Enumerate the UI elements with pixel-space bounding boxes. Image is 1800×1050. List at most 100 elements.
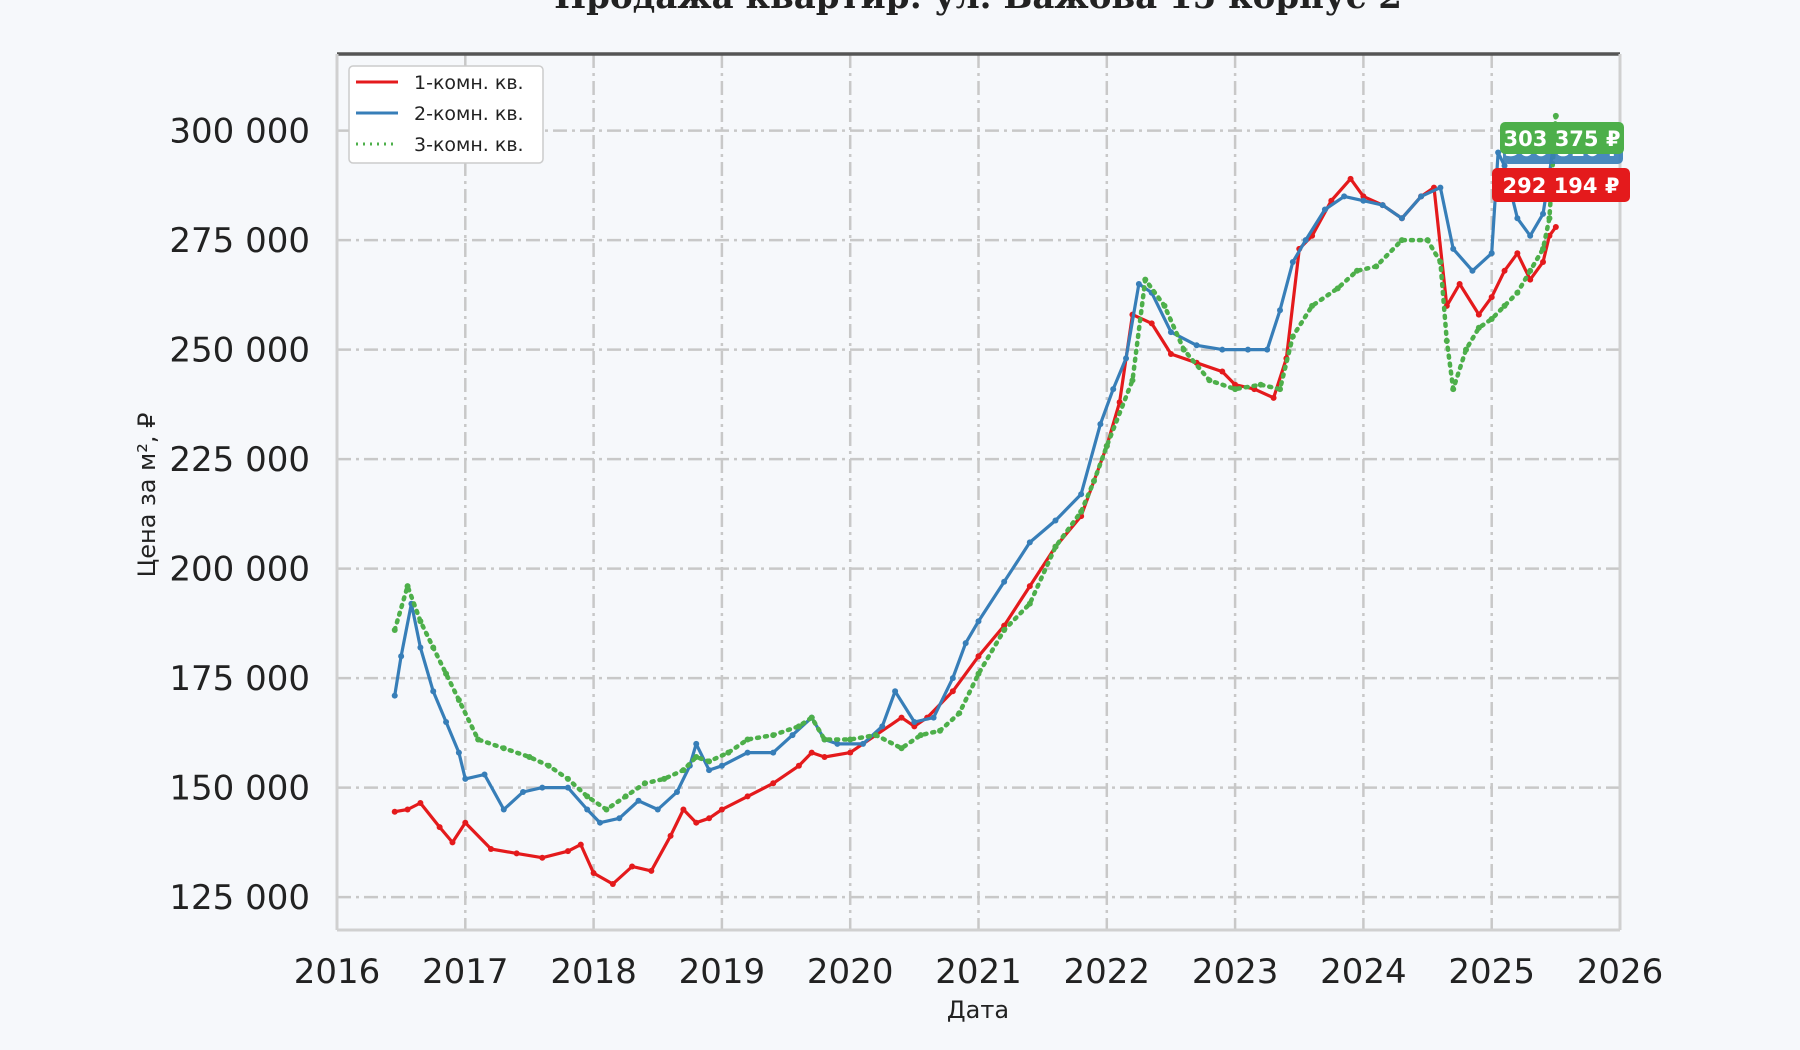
data-point	[609, 881, 616, 888]
data-point	[1052, 543, 1059, 550]
data-point	[892, 688, 899, 695]
data-point	[661, 775, 668, 782]
x-tick-label: 2020	[807, 952, 894, 992]
data-point	[1180, 346, 1187, 353]
data-point	[1026, 600, 1033, 607]
x-tick-label: 2021	[935, 952, 1022, 992]
x-axis-label: Дата	[947, 996, 1009, 1024]
data-point	[917, 732, 924, 739]
data-point	[1443, 337, 1450, 344]
data-point	[1514, 215, 1521, 222]
data-point	[513, 850, 520, 857]
data-point	[398, 653, 405, 660]
data-point	[597, 819, 604, 826]
data-point	[391, 692, 398, 699]
data-point	[956, 710, 963, 717]
data-point	[1161, 302, 1168, 309]
data-point	[930, 714, 937, 721]
data-point	[706, 767, 713, 774]
data-point	[821, 736, 828, 743]
data-point	[949, 688, 956, 695]
data-point	[1232, 386, 1239, 393]
last-value-tag: 292 194 ₽	[1492, 168, 1630, 202]
data-point	[1488, 315, 1495, 322]
last-value-tag-bg	[1492, 168, 1630, 202]
data-point	[1142, 276, 1149, 283]
y-tick-label: 175 000	[169, 659, 310, 699]
data-point	[937, 727, 944, 734]
data-point	[1309, 302, 1316, 309]
data-point	[718, 806, 725, 813]
data-point	[847, 749, 854, 756]
data-point	[443, 670, 450, 677]
data-point	[1123, 355, 1130, 362]
x-tick-label: 2025	[1448, 952, 1535, 992]
data-point	[1001, 626, 1008, 633]
data-point	[526, 753, 533, 760]
data-point	[872, 732, 879, 739]
y-tick-label: 200 000	[169, 550, 310, 590]
data-point	[1321, 206, 1328, 213]
data-point	[1488, 250, 1495, 257]
data-point	[789, 732, 796, 739]
y-tick-label: 225 000	[169, 440, 310, 480]
data-point	[1052, 517, 1059, 524]
y-tick-label: 300 000	[169, 112, 310, 152]
data-point	[795, 762, 802, 769]
data-point	[1167, 329, 1174, 336]
data-point	[481, 771, 488, 778]
data-point	[1001, 578, 1008, 585]
data-point	[1167, 351, 1174, 358]
data-point	[1078, 491, 1085, 498]
data-point	[1527, 276, 1534, 283]
data-point	[1289, 333, 1296, 340]
x-tick-label: 2017	[422, 952, 509, 992]
data-point	[1360, 197, 1367, 204]
data-point	[1488, 294, 1495, 301]
data-point	[1501, 302, 1508, 309]
x-tick-label: 2018	[550, 952, 637, 992]
y-tick-label: 125 000	[169, 878, 310, 918]
data-point	[443, 718, 450, 725]
data-point	[911, 723, 918, 730]
data-point	[1219, 368, 1226, 375]
data-point	[1257, 381, 1264, 388]
data-point	[898, 714, 905, 721]
data-point	[1341, 193, 1348, 200]
legend-entry-2room: 2-комн. кв.	[356, 103, 524, 125]
data-point	[391, 626, 398, 633]
legend-box	[348, 65, 544, 164]
data-point	[1527, 267, 1534, 274]
data-point	[1270, 394, 1277, 401]
data-point	[1501, 162, 1508, 169]
data-point	[436, 824, 443, 831]
data-point	[770, 749, 777, 756]
data-point	[1353, 267, 1360, 274]
data-point	[1264, 346, 1271, 353]
data-point	[1437, 259, 1444, 266]
data-point	[500, 806, 507, 813]
data-point	[1437, 184, 1444, 191]
data-point	[1219, 346, 1226, 353]
data-point	[1527, 232, 1534, 239]
data-point	[635, 797, 642, 804]
data-point	[1495, 149, 1502, 156]
data-point	[629, 863, 636, 870]
data-point	[693, 753, 700, 760]
series-2room	[391, 124, 1559, 826]
data-point	[847, 736, 854, 743]
data-point	[1540, 245, 1547, 252]
data-point	[417, 644, 424, 651]
data-point	[577, 841, 584, 848]
data-point	[744, 749, 751, 756]
data-point	[693, 819, 700, 826]
data-point	[975, 670, 982, 677]
data-point	[860, 740, 867, 747]
data-point	[455, 697, 462, 704]
data-point	[1097, 421, 1104, 428]
data-point	[430, 644, 437, 651]
data-point	[744, 793, 751, 800]
data-point	[641, 780, 648, 787]
data-point	[564, 775, 571, 782]
